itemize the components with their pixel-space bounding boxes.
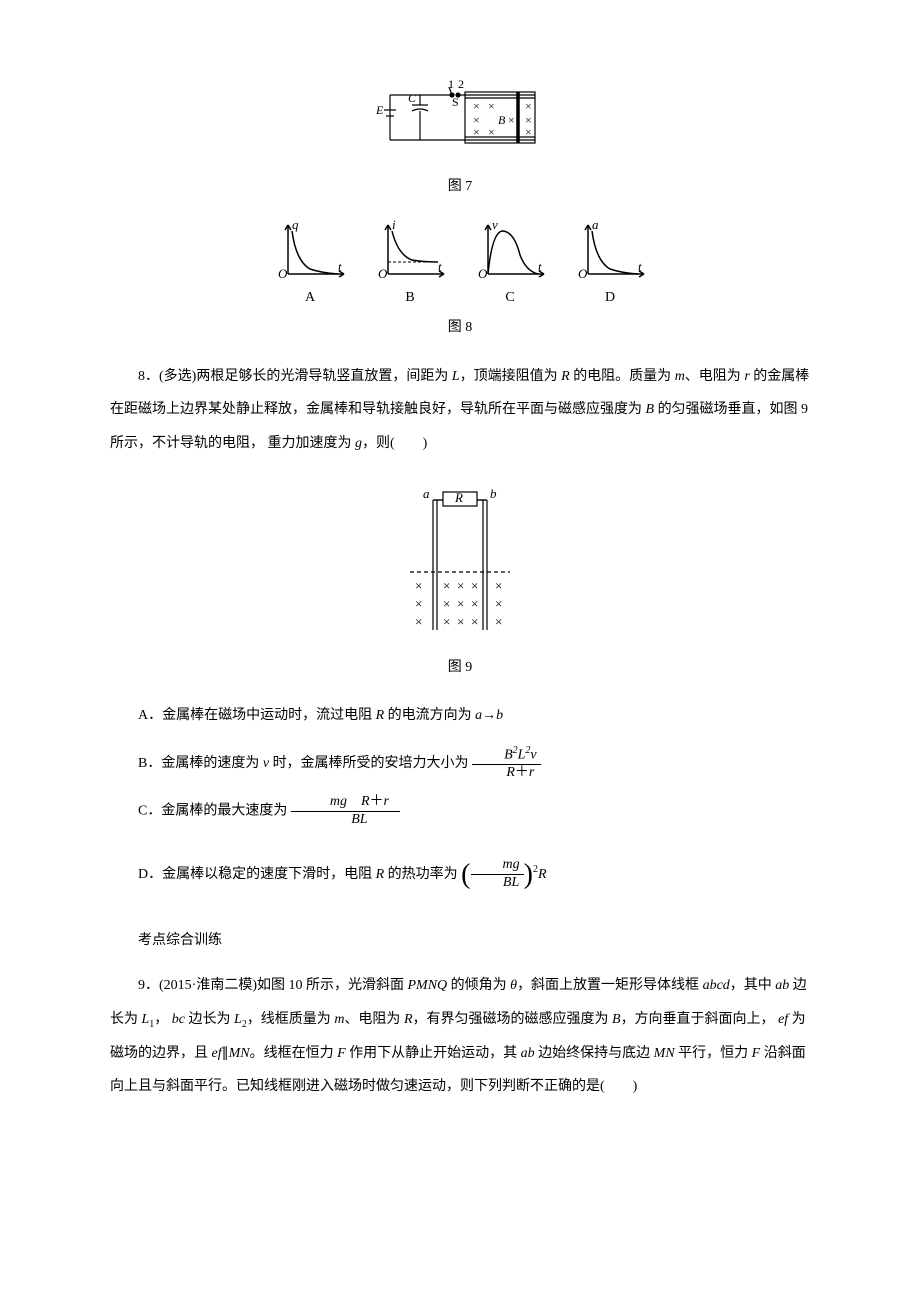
label-2: 2 xyxy=(458,80,464,91)
svg-text:q: q xyxy=(292,219,299,232)
svg-text:a: a xyxy=(592,219,599,232)
svg-text:×: × xyxy=(488,125,495,139)
svg-text:B: B xyxy=(498,113,506,127)
svg-text:×: × xyxy=(508,113,515,127)
svg-text:O: O xyxy=(578,266,588,281)
graph-B-label: B xyxy=(405,287,414,309)
label-S: S xyxy=(452,95,459,109)
svg-text:×: × xyxy=(473,99,480,113)
label-C: C xyxy=(408,91,417,105)
svg-text:i: i xyxy=(392,219,396,232)
graph-B: O i t B xyxy=(370,219,450,309)
svg-text:t: t xyxy=(638,259,642,274)
svg-text:×: × xyxy=(457,614,464,629)
svg-text:t: t xyxy=(538,259,542,274)
svg-text:×: × xyxy=(525,125,532,139)
svg-text:O: O xyxy=(278,266,288,281)
graph-D: O a t D xyxy=(570,219,650,309)
figure-7: ××× ×B×× ××× E C 1 2 S 图 7 xyxy=(110,80,810,199)
svg-text:×: × xyxy=(495,614,502,629)
svg-text:×: × xyxy=(415,596,422,611)
svg-text:b: b xyxy=(490,486,497,501)
label-E: E xyxy=(375,103,384,117)
graph-A-label: A xyxy=(305,287,315,309)
label-1: 1 xyxy=(448,80,454,91)
figure-8-caption: 图 8 xyxy=(110,317,810,339)
question-9: 9．(2015·淮南二模)如图 10 所示，光滑斜面 PMNQ 的倾角为 θ，斜… xyxy=(110,969,810,1104)
graph-A: O q t A xyxy=(270,219,350,309)
svg-text:R: R xyxy=(454,490,463,505)
svg-text:×: × xyxy=(471,596,478,611)
section-heading: 考点综合训练 xyxy=(110,924,810,958)
svg-text:v: v xyxy=(492,219,498,232)
question-8: 8．(多选)两根足够长的光滑导轨竖直放置，间距为 L，顶端接阻值为 R 的电阻。… xyxy=(110,360,810,461)
svg-text:×: × xyxy=(495,596,502,611)
svg-text:×: × xyxy=(457,578,464,593)
svg-text:a: a xyxy=(423,486,430,501)
option-D: D．金属棒以稳定的速度下滑时，电阻 R 的热功率为 (mgBL)2R xyxy=(110,841,810,908)
graph-C-label: C xyxy=(505,287,514,309)
figure-9: R a b × × × × × × × × × × × × × × × 图 9 xyxy=(110,480,810,679)
svg-text:×: × xyxy=(495,578,502,593)
svg-text:t: t xyxy=(438,259,442,274)
svg-text:×: × xyxy=(443,614,450,629)
svg-text:O: O xyxy=(378,266,388,281)
graph-C: O v t C xyxy=(470,219,550,309)
option-B: B．金属棒的速度为 v 时，金属棒所受的安培力大小为 B2L2v R＋r xyxy=(110,745,810,782)
svg-text:×: × xyxy=(471,578,478,593)
svg-text:×: × xyxy=(443,596,450,611)
svg-text:×: × xyxy=(457,596,464,611)
graph-row: O q t A O i t B xyxy=(110,219,810,309)
figure-9-caption: 图 9 xyxy=(110,657,810,679)
svg-text:×: × xyxy=(525,99,532,113)
svg-text:×: × xyxy=(473,125,480,139)
svg-text:×: × xyxy=(443,578,450,593)
svg-text:×: × xyxy=(415,614,422,629)
figure-7-caption: 图 7 xyxy=(110,176,810,198)
circuit-svg: ××× ×B×× ××× E C 1 2 S xyxy=(370,80,550,160)
svg-text:O: O xyxy=(478,266,488,281)
circuit-diagram: ××× ×B×× ××× E C 1 2 S xyxy=(370,80,550,168)
svg-text:×: × xyxy=(471,614,478,629)
svg-text:t: t xyxy=(338,259,342,274)
rails-diagram: R a b × × × × × × × × × × × × × × × xyxy=(395,480,525,640)
option-C: C．金属棒的最大速度为 mg R＋r BL xyxy=(110,794,810,829)
svg-text:×: × xyxy=(415,578,422,593)
figure-8: O q t A O i t B xyxy=(110,219,810,340)
svg-text:×: × xyxy=(488,99,495,113)
graph-D-label: D xyxy=(605,287,615,309)
option-A: A．金属棒在磁场中运动时，流过电阻 R 的电流方向为 a→b xyxy=(110,699,810,733)
